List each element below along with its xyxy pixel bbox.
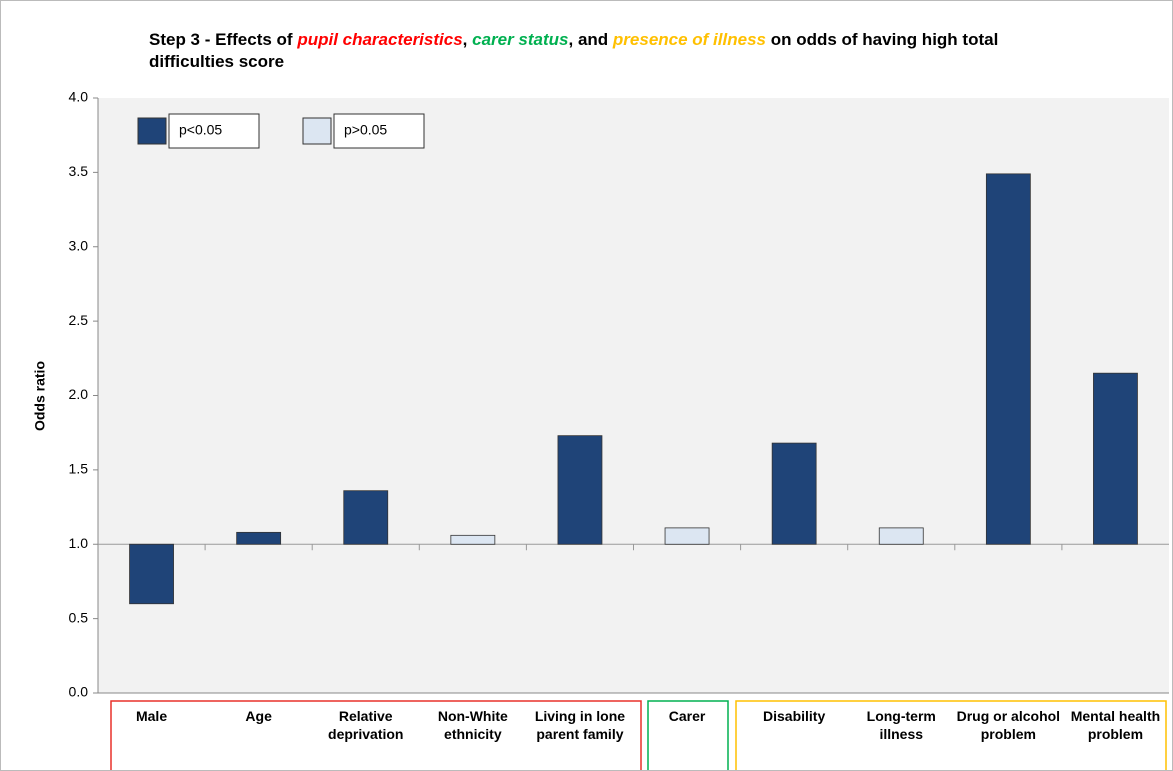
y-tick-label: 1.5 [69,461,89,477]
group-box [735,700,1167,770]
legend-swatch [302,117,332,145]
bar [557,435,603,545]
y-tick-label: 2.0 [69,386,89,402]
group-box [647,700,729,770]
x-tick-label: Non-White ethnicity [437,708,508,742]
title-run: on odds of having high total difficultie… [149,30,999,71]
bar [129,543,174,605]
legend-swatch [137,117,167,145]
x-tick-label: Male [135,708,168,724]
y-axis-label: Odds ratio [32,361,48,431]
bar [985,173,1031,545]
x-tick-label: Relative deprivation [328,708,404,742]
y-tick-label: 3.5 [69,163,89,179]
y-tick-label: 0.5 [69,609,89,625]
x-tick-label: Mental health problem [1070,708,1161,742]
bar [878,527,924,545]
title-run: pupil characteristics [297,30,463,49]
x-tick-label: Age [245,708,272,724]
title-run: carer status [472,30,569,49]
x-tick-label: Carer [668,708,706,724]
title-run: , [462,30,473,49]
legend-label: p<0.05 [179,122,222,138]
title-run: , and [568,30,613,49]
y-tick-label: 0.0 [69,684,89,700]
bar [343,490,389,545]
y-tick-label: 2.5 [69,312,89,328]
legend-label: p>0.05 [344,122,387,138]
x-tick-label: Living in lone parent family [534,708,626,742]
x-tick-label: Disability [763,708,826,724]
y-tick-label: 4.0 [69,89,89,105]
x-tick-label: Drug or alcohol problem [956,708,1061,742]
legend-box [168,113,260,149]
title-run: presence of illness [612,30,766,49]
bar [664,527,710,545]
legend-box [333,113,425,149]
y-tick-label: 3.0 [69,237,89,253]
bar [1093,372,1138,545]
bar [236,531,282,545]
title-run: Step 3 - Effects of [149,30,298,49]
chart-title: Step 3 - Effects of pupil characteristic… [149,29,1069,73]
bar [450,534,496,545]
x-tick-label: Long-term illness [866,708,936,742]
group-box [110,700,642,770]
y-tick-label: 1.0 [69,535,89,551]
bar [771,442,817,545]
